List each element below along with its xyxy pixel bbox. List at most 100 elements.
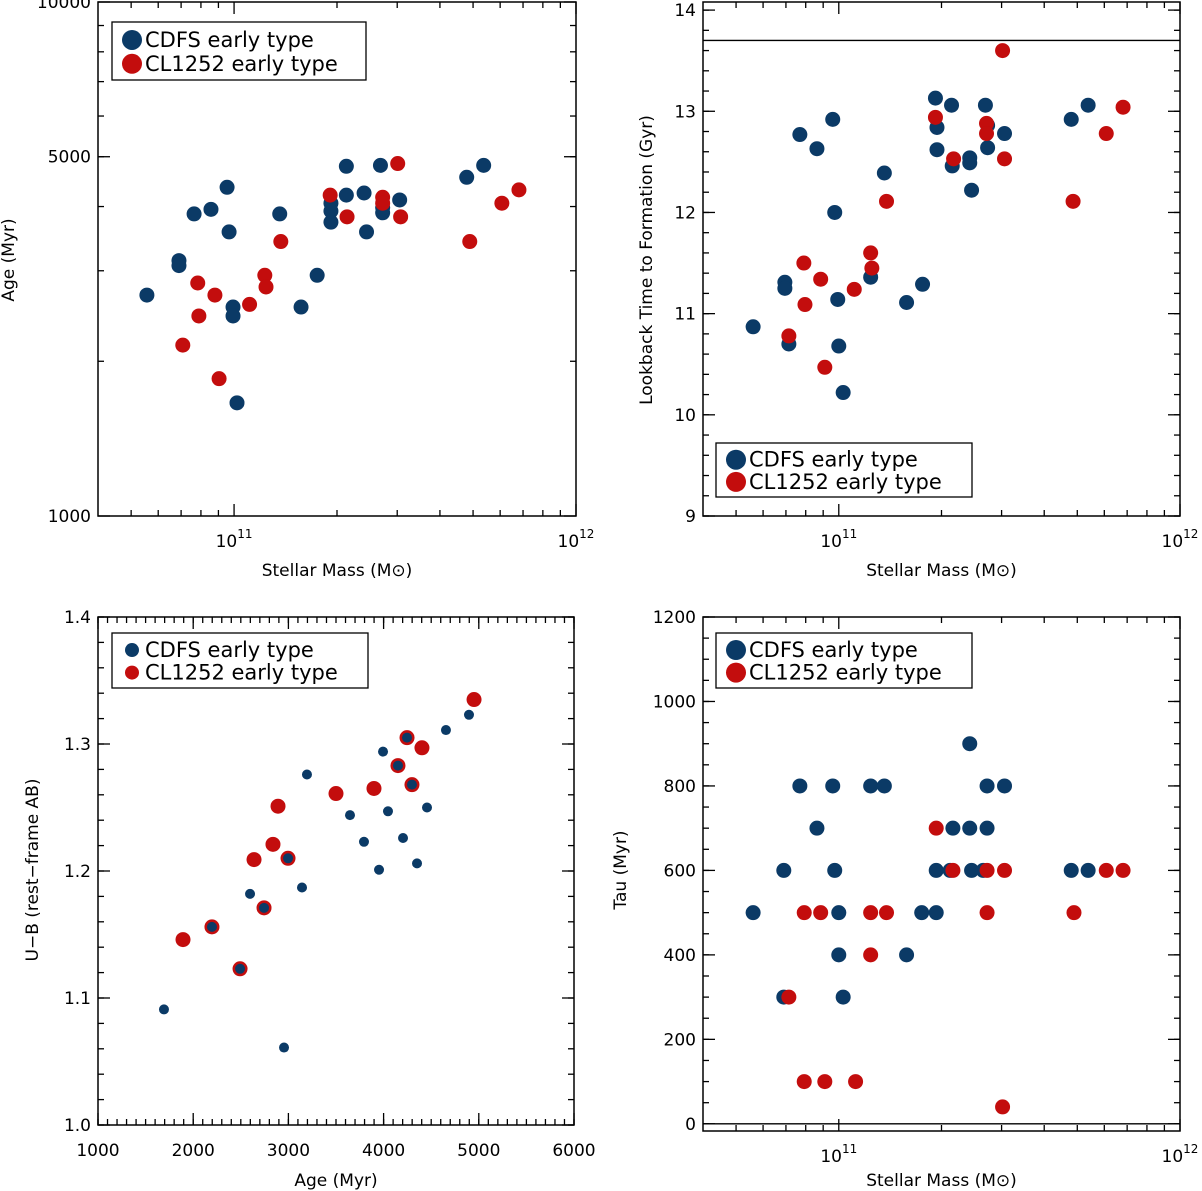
x-tick-label: 6000 [552,1141,595,1161]
legend-cl1252-marker [125,665,139,680]
y-tick-label: 400 [664,946,696,966]
y-tick-label: 14 [674,1,696,21]
cdfs-point [997,778,1013,794]
cdfs-point [245,888,256,899]
cdfs-point [979,778,995,794]
x-axis-label: Stellar Mass (M⊙) [262,561,413,581]
cdfs-point [359,224,375,240]
cl1252-point [242,296,258,312]
y-axis-label: Lookback Time to Formation (Gyr) [637,115,657,405]
cl1252-point [813,271,829,287]
cdfs-point [1080,97,1096,113]
cdfs-point [235,963,246,974]
cl1252-point [979,905,995,921]
y-tick-label: 1.1 [64,989,91,1009]
legend-cdfs-label: CDFS early type [749,448,918,472]
cdfs-point [440,725,451,736]
cl1252-point [390,156,406,172]
cdfs-point [745,319,761,335]
cdfs-point [206,921,217,932]
cdfs-point [792,778,808,794]
cl1252-point [322,187,338,203]
y-tick-label: 12 [674,203,696,223]
y-tick-label: 1000 [653,692,696,712]
cdfs-point [827,862,843,878]
cl1252-point [207,287,223,303]
cl1252-point [339,209,355,225]
x-tick-label: 1011 [820,527,857,552]
cl1252-point [781,328,797,344]
cdfs-point [392,192,408,208]
cdfs-point [398,832,409,843]
legend-cl1252-marker [726,471,746,492]
cl1252-point [366,780,382,796]
cdfs-point [964,182,980,198]
plot-frame [97,1,577,517]
cl1252-point [927,109,943,125]
x-tick-label: 5000 [457,1141,500,1161]
cdfs-point [929,142,945,158]
cl1252-point [817,1074,833,1090]
x-tick-label: 1000 [76,1141,119,1161]
cdfs-point [962,736,978,752]
y-tick-label: 10000 [37,0,91,13]
y-tick-label: 1.4 [64,608,91,628]
y-tick-label: 200 [664,1030,696,1050]
cdfs-point [229,395,245,411]
plot-frame [702,616,1181,1132]
y-tick-label: 13 [674,102,696,122]
cdfs-point [402,732,413,743]
y-tick-label: 9 [685,507,696,527]
cdfs-point [825,778,841,794]
plot-frame [702,1,1181,517]
cdfs-point [835,385,851,401]
cl1252-point [175,932,191,948]
cdfs-point [876,778,892,794]
x-tick-label: 1011 [820,1142,857,1167]
x-tick-label-base: 10 [820,532,842,552]
x-tick-label-base: 10 [820,1147,842,1167]
x-axis-label: Stellar Mass (M⊙) [866,561,1017,581]
legend-cdfs-label: CDFS early type [145,638,314,662]
cl1252-point [270,798,286,814]
y-axis-label: U−B (rest−frame AB) [23,779,43,962]
cl1252-point [1098,126,1114,142]
cl1252-point [879,905,895,921]
x-tick-label-exponent: 11 [842,527,857,541]
cl1252-point [462,234,478,250]
cl1252-series [175,692,482,977]
cdfs-point [323,214,339,230]
cdfs-point [279,1042,290,1053]
x-tick-label: 1012 [1162,527,1199,552]
cdfs-point [777,280,793,296]
cl1252-point [191,308,207,324]
cdfs-point [831,338,847,354]
x-tick-label: 4000 [362,1141,405,1161]
cl1252-series [175,156,527,387]
x-tick-label: 3000 [267,1141,310,1161]
cdfs-point [344,810,355,821]
cdfs-point [899,295,915,311]
cl1252-point [997,862,1013,878]
cl1252-point [796,905,812,921]
cdfs-point [830,291,846,307]
cl1252-point [258,279,274,295]
cdfs-point [997,126,1013,142]
legend-cdfs-label: CDFS early type [749,638,918,662]
x-tick-label-base: 10 [1162,532,1184,552]
cl1252-point [1115,99,1131,115]
x-tick-label-base: 10 [558,532,580,552]
cdfs-point [745,905,761,921]
cl1252-point [211,371,227,387]
cl1252-point [995,1099,1011,1115]
cdfs-point [899,947,915,963]
cl1252-point [879,193,895,209]
cl1252-point [796,1074,812,1090]
cl1252-series [781,43,1131,375]
cdfs-point [219,179,235,195]
cdfs-point [863,778,879,794]
cl1252-point [863,905,879,921]
